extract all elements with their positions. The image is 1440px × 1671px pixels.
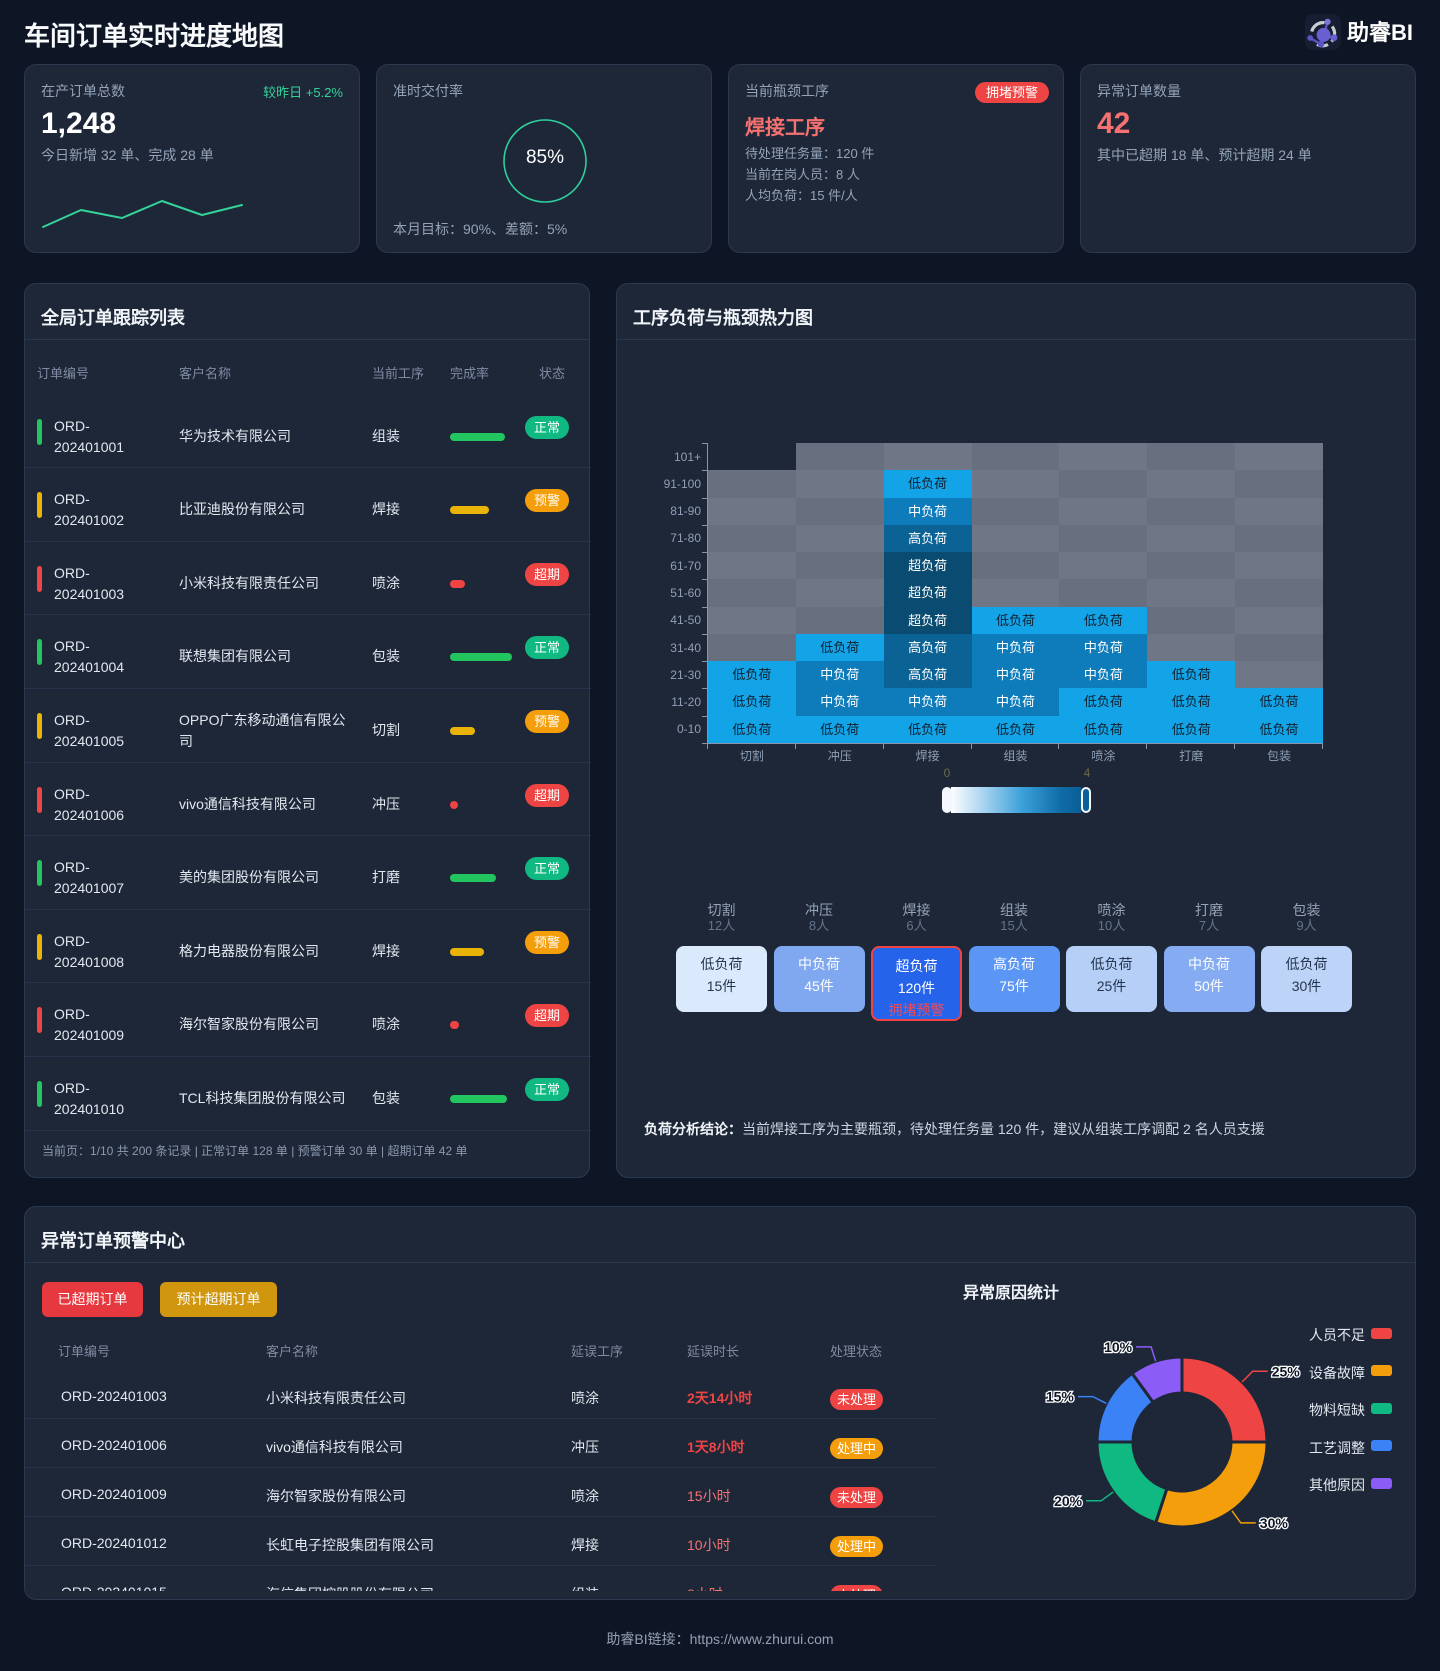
- svg-text:20%: 20%: [1054, 1493, 1083, 1509]
- svg-text:15%: 15%: [1046, 1389, 1075, 1405]
- svg-text:30%: 30%: [1260, 1515, 1289, 1531]
- svg-text:10%: 10%: [1104, 1339, 1133, 1355]
- svg-text:25%: 25%: [1272, 1363, 1301, 1379]
